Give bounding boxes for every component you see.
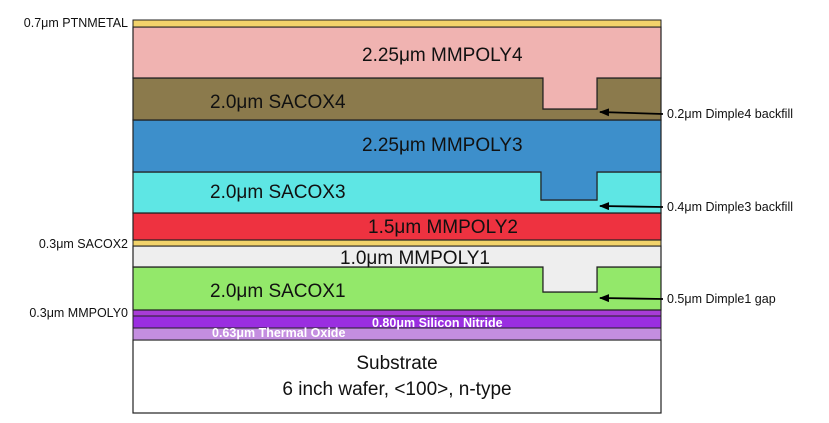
dimple1-annotation: 0.5μm Dimple1 gap xyxy=(667,292,776,306)
mmpoly3-layer xyxy=(132,119,662,201)
mmpoly4-label: 2.25μm MMPOLY4 xyxy=(362,45,523,66)
sacox1-label: 2.0μm SACOX1 xyxy=(210,281,346,302)
oxide-label: 0.63μm Thermal Oxide xyxy=(212,326,345,340)
mmpoly0-side-label: 0.3μm MMPOLY0 xyxy=(29,306,128,320)
nitride-label: 0.80μm Silicon Nitride xyxy=(372,316,503,330)
dimple3-arrow xyxy=(599,202,664,211)
ptnmetal-layer xyxy=(132,19,662,28)
ptnmetal-side-label: 0.7μm PTNMETAL xyxy=(24,16,128,30)
substrate-description: 6 inch wafer, <100>, n-type xyxy=(282,379,511,400)
substrate-layer xyxy=(132,339,662,414)
dimple3-annotation: 0.4μm Dimple3 backfill xyxy=(667,200,793,214)
sacox2-layer xyxy=(132,239,662,247)
mmpoly1-label: 1.0μm MMPOLY1 xyxy=(340,248,490,269)
mmpoly3-label: 2.25μm MMPOLY3 xyxy=(362,135,523,156)
substrate-label: Substrate xyxy=(356,353,437,374)
dimple4-annotation: 0.2μm Dimple4 backfill xyxy=(667,107,793,121)
dimple4-arrow xyxy=(599,108,664,117)
dimple1-arrow xyxy=(599,294,664,303)
mmpoly1-layer xyxy=(132,245,662,293)
mmpoly2-layer xyxy=(132,212,662,241)
mmpoly2-label: 1.5μm MMPOLY2 xyxy=(368,217,518,238)
sacox4-label: 2.0μm SACOX4 xyxy=(210,92,346,113)
mmpoly4-layer xyxy=(132,26,662,110)
sacox3-label: 2.0μm SACOX3 xyxy=(210,182,346,203)
sacox2-side-label: 0.3μm SACOX2 xyxy=(39,237,128,251)
